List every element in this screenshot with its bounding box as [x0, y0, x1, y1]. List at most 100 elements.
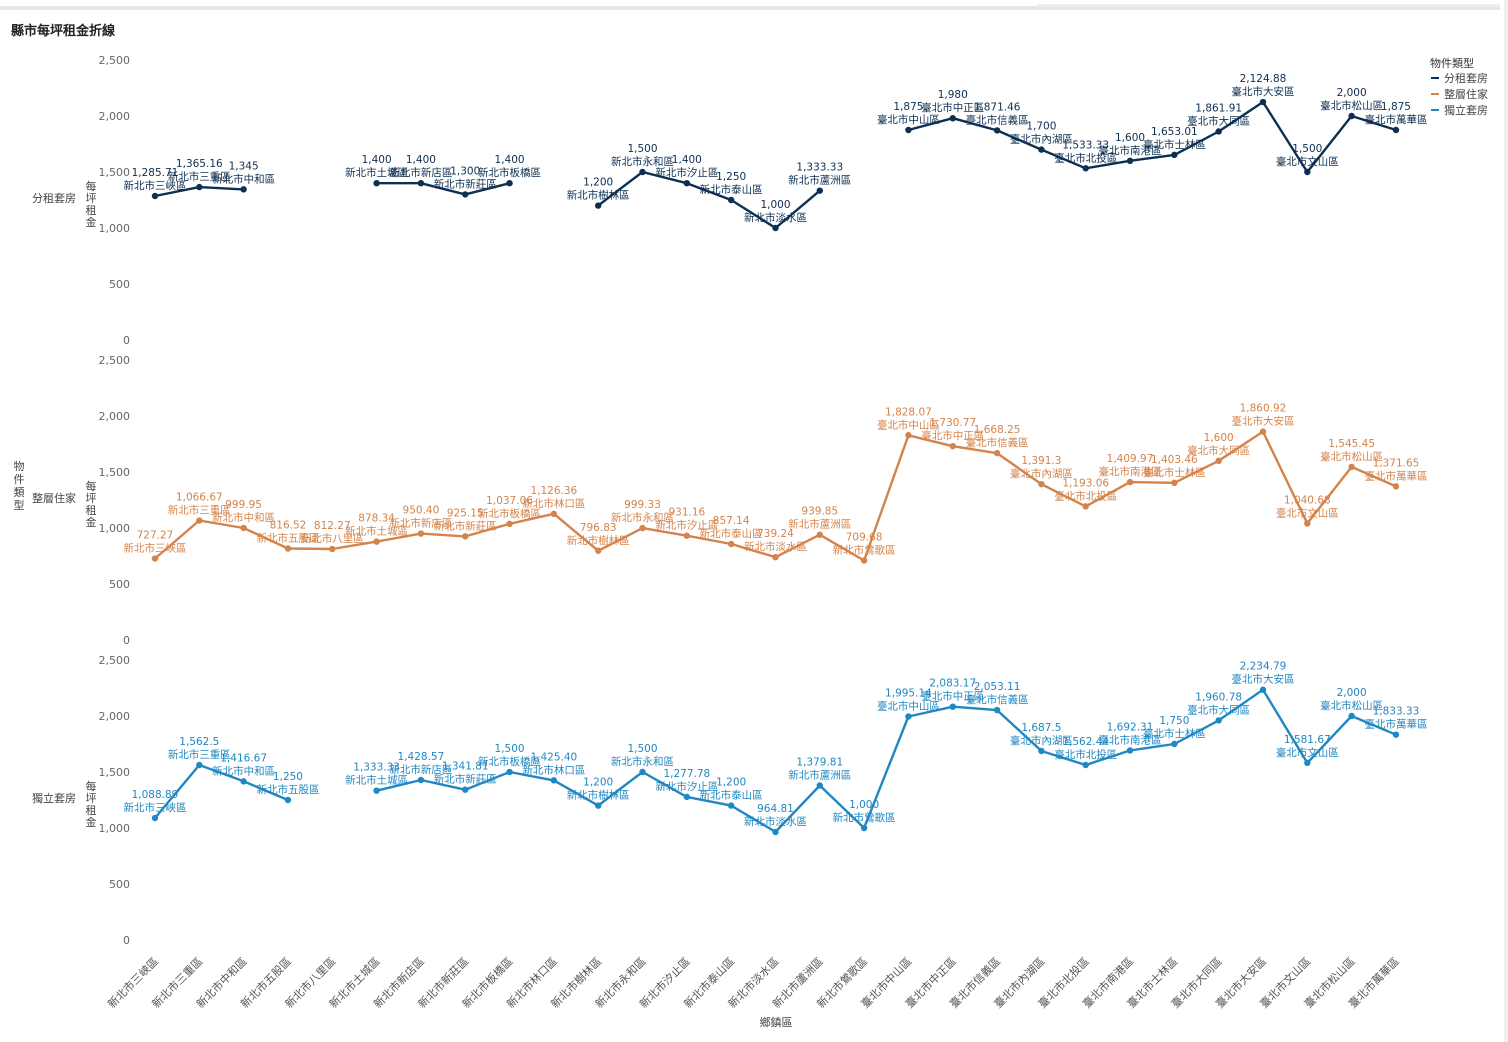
point-category-label: 新北市土城區	[345, 166, 408, 179]
y-tick-label: 0	[123, 634, 130, 647]
legend-item: 獨立套房	[1444, 103, 1488, 117]
data-label: 1,533.33	[1062, 139, 1109, 151]
point-category-label: 新北市板橋區	[478, 166, 541, 179]
point-category-label: 臺北市大同區	[1187, 444, 1250, 457]
data-label: 925.15	[447, 507, 484, 519]
data-label: 1,750	[1159, 715, 1189, 727]
y-tick-label: 1,500	[99, 466, 131, 479]
data-label: 1,500	[495, 743, 525, 755]
top-divider	[0, 6, 1500, 10]
data-point	[860, 557, 868, 564]
data-label: 1,066.67	[176, 492, 223, 504]
data-label: 1,400	[406, 154, 436, 166]
data-label: 1,416.67	[220, 752, 267, 764]
y-tick-label: 1,500	[99, 166, 131, 179]
data-label: 999.95	[225, 499, 262, 511]
data-label: 1,562.5	[179, 736, 219, 748]
data-label: 739.24	[757, 528, 794, 540]
data-label: 1,193.06	[1062, 477, 1109, 489]
legend-title: 物件類型	[1430, 56, 1474, 70]
data-point	[1304, 168, 1311, 176]
point-category-label: 臺北市士林區	[1143, 466, 1206, 479]
data-point	[595, 202, 602, 209]
data-label: 2,000	[1337, 87, 1367, 99]
data-label: 1,700	[1026, 121, 1056, 133]
point-category-label: 臺北市北投區	[1054, 748, 1117, 761]
y-tick-label: 500	[109, 578, 130, 591]
data-label: 1,653.01	[1151, 126, 1198, 138]
data-point	[1038, 747, 1045, 755]
data-point	[1392, 731, 1400, 738]
data-label: 1,371.65	[1373, 457, 1420, 469]
point-category-label: 臺北市中山區	[877, 113, 940, 126]
data-point	[417, 776, 425, 784]
data-point	[151, 814, 159, 822]
data-point	[550, 777, 558, 784]
data-point	[1259, 428, 1267, 435]
data-point	[683, 793, 691, 801]
data-point	[860, 824, 868, 832]
point-category-label: 新北市樹林區	[567, 189, 630, 202]
point-category-label: 臺北市信義區	[966, 113, 1029, 126]
data-point	[949, 115, 956, 122]
point-category-label: 新北市永和區	[611, 755, 674, 768]
data-label: 1,345	[229, 160, 259, 172]
data-label: 1,250	[716, 171, 746, 183]
data-point	[1126, 747, 1134, 754]
data-point	[1259, 686, 1267, 693]
point-category-label: 臺北市內湖區	[1010, 467, 1073, 480]
data-label: 709.68	[846, 532, 883, 544]
data-point	[993, 449, 1001, 457]
data-label: 1,428.57	[398, 751, 445, 763]
data-label: 2,083.17	[929, 678, 976, 690]
data-point	[727, 540, 735, 548]
data-label: 796.83	[580, 522, 617, 534]
data-point	[639, 168, 646, 176]
point-category-label: 新北市永和區	[611, 511, 674, 524]
data-label: 1,960.78	[1195, 691, 1242, 703]
row-label: 獨立套房	[32, 791, 76, 805]
point-category-label: 新北市樹林區	[567, 534, 630, 547]
chart-title: 縣市每坪租金折線	[11, 24, 116, 39]
point-category-label: 臺北市南港區	[1099, 733, 1162, 746]
data-label: 1,037.06	[486, 495, 533, 507]
x-axis-title: 鄉鎮區	[760, 1015, 793, 1029]
point-category-label: 臺北市中正區	[921, 101, 984, 114]
top-bar	[0, 0, 1508, 16]
data-point	[1171, 151, 1178, 159]
point-category-label: 臺北市中山區	[877, 700, 940, 713]
point-category-label: 臺北市士林區	[1143, 727, 1206, 740]
point-category-label: 新北市新莊區	[434, 519, 497, 532]
right-edge	[1504, 0, 1508, 1042]
data-point	[151, 192, 159, 200]
series-line	[376, 181, 510, 196]
data-label: 1,692.31	[1107, 721, 1154, 733]
legend-item: 分租套房	[1444, 72, 1488, 85]
data-label: 1,861.91	[1195, 102, 1242, 114]
point-category-label: 臺北市信義區	[966, 436, 1029, 449]
data-point	[905, 713, 912, 720]
point-category-label: 臺北市內湖區	[1010, 734, 1073, 747]
data-label: 1,391.3	[1021, 455, 1061, 467]
y-tick-label: 1,000	[99, 822, 131, 835]
point-category-label: 臺北市松山區	[1320, 699, 1383, 712]
x-axis: 新北市三峽區新北市三重區新北市中和區新北市五股區新北市八里區新北市土城區新北市新…	[105, 954, 1403, 1011]
point-category-label: 新北市土城區	[345, 525, 408, 538]
data-label: 857.14	[713, 515, 750, 527]
point-category-label: 臺北市松山區	[1320, 99, 1383, 112]
row-label: 分租套房	[32, 192, 76, 205]
point-category-label: 新北市蘆洲區	[788, 518, 851, 531]
point-category-label: 新北市五股區	[256, 783, 319, 796]
data-label: 1,500	[627, 743, 657, 755]
data-point	[1082, 503, 1089, 510]
y-tick-label: 500	[109, 878, 130, 891]
y-tick-label: 0	[123, 934, 130, 947]
point-category-label: 新北市中和區	[212, 764, 275, 777]
point-category-label: 新北市板橋區	[478, 755, 541, 768]
data-label: 1,400	[495, 154, 525, 166]
data-point	[993, 706, 1001, 714]
data-point	[595, 802, 602, 809]
data-point	[329, 545, 336, 553]
data-label: 1,425.40	[530, 751, 577, 763]
